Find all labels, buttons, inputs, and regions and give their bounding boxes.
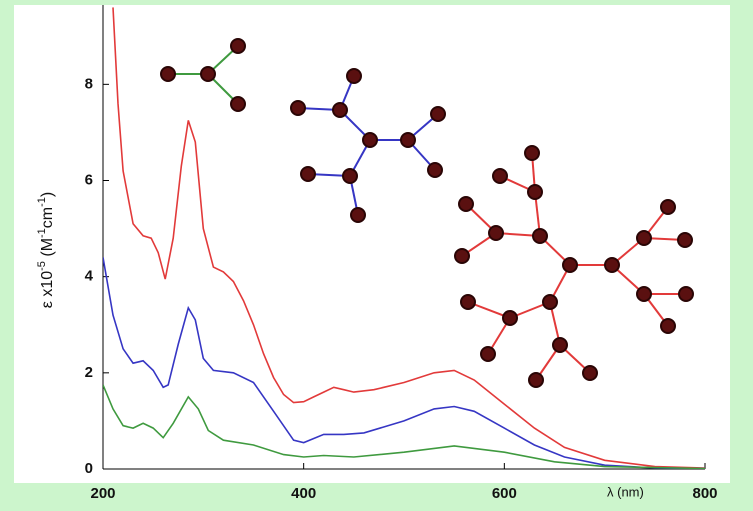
- molecule-large: [454, 145, 694, 388]
- y-title-sup: -1: [36, 228, 48, 238]
- y-tick-label: 8: [85, 75, 93, 92]
- x-tick-label: 400: [291, 485, 316, 502]
- series-line: [103, 257, 705, 469]
- molecule-medium: [290, 68, 446, 223]
- y-axis-title: ε x10-5 (M-1cm-1): [36, 192, 56, 308]
- panel: [14, 5, 730, 483]
- series-line: [103, 384, 705, 469]
- y-title-sup: -5: [36, 261, 48, 271]
- x-axis-title: λ (nm): [607, 484, 644, 499]
- y-tick-label: 0: [85, 460, 93, 477]
- y-title-part: cm: [39, 207, 56, 228]
- molecule-small: [160, 38, 246, 112]
- x-tick-label: 200: [90, 485, 115, 502]
- series-line: [112, 7, 705, 469]
- x-tick-label: 800: [692, 485, 717, 502]
- y-tick-label: 6: [85, 171, 93, 188]
- y-title-sup: -1: [36, 197, 48, 207]
- plot-area: [103, 7, 705, 469]
- y-title-part: ε x10: [39, 271, 56, 308]
- y-tick-label: 4: [85, 268, 94, 285]
- y-tick-label: 2: [85, 364, 93, 381]
- x-tick-label: 600: [492, 485, 517, 502]
- y-title-part: ): [39, 192, 56, 197]
- y-title-part: (M: [39, 238, 56, 261]
